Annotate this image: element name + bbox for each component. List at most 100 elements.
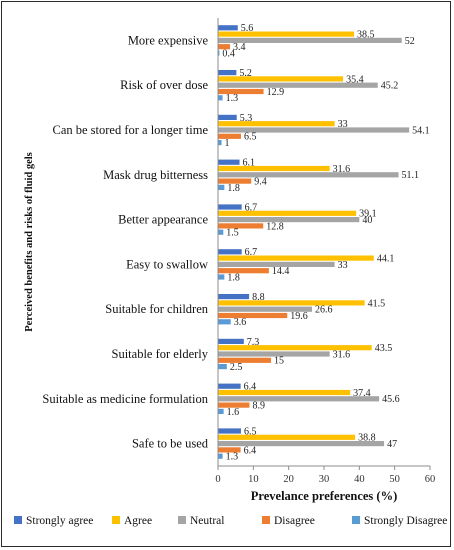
x-tick-label: 40 bbox=[354, 474, 365, 485]
bar-strongly-disagree bbox=[218, 184, 225, 190]
data-label: 45.2 bbox=[381, 81, 399, 92]
data-label: 6.1 bbox=[243, 158, 256, 169]
data-label: 8.8 bbox=[252, 292, 264, 303]
legend-swatch bbox=[262, 516, 270, 524]
bar-agree bbox=[218, 345, 372, 351]
bar-strongly-agree bbox=[218, 294, 250, 300]
category-label: More expensive bbox=[128, 33, 209, 47]
data-label: 12.8 bbox=[266, 221, 284, 232]
bar-neutral bbox=[218, 127, 410, 133]
data-label: 5.6 bbox=[241, 23, 254, 34]
legend: Strongly agree Agree Neutral Disagree Strong… bbox=[14, 515, 447, 527]
y-axis-label: Perceived benefits and risks of fluid ge… bbox=[24, 152, 35, 331]
data-label: 26.6 bbox=[315, 305, 333, 316]
bar-strongly-disagree bbox=[218, 229, 224, 235]
bar-agree bbox=[218, 121, 335, 127]
bar-disagree bbox=[218, 402, 250, 408]
bar-disagree bbox=[218, 223, 264, 229]
bar-neutral bbox=[218, 396, 380, 402]
data-label: 33 bbox=[338, 119, 348, 130]
data-label: 8.9 bbox=[252, 401, 264, 412]
data-label: 3.6 bbox=[234, 317, 247, 328]
legend-label: Agree bbox=[124, 515, 152, 527]
data-label: 1.3 bbox=[226, 93, 239, 104]
legend-label: Disagree bbox=[274, 515, 315, 527]
x-tick-label: 60 bbox=[425, 474, 436, 485]
data-label: 6.7 bbox=[245, 247, 258, 258]
bar-strongly-disagree bbox=[218, 274, 225, 280]
data-label: 31.6 bbox=[333, 164, 351, 175]
legend-label: Neutral bbox=[190, 515, 224, 527]
x-tick-label: 0 bbox=[215, 474, 220, 485]
bar-strongly-agree bbox=[218, 159, 240, 165]
bar-strongly-agree bbox=[218, 25, 238, 31]
x-tick-label: 50 bbox=[389, 474, 400, 485]
legend-swatch bbox=[14, 516, 22, 524]
data-label: 1.6 bbox=[227, 407, 240, 418]
bar-neutral bbox=[218, 82, 378, 88]
data-label: 52 bbox=[405, 36, 415, 47]
bar-agree bbox=[218, 31, 355, 37]
bar-strongly-agree bbox=[218, 204, 242, 210]
data-label: 6.5 bbox=[244, 132, 257, 143]
data-label: 35.4 bbox=[346, 74, 364, 85]
category-labels-group: More expensive Risk of over dose Can be st… bbox=[42, 33, 208, 450]
data-label: 54.1 bbox=[412, 125, 430, 136]
legend-swatch bbox=[178, 516, 186, 524]
bar-strongly-agree bbox=[218, 383, 241, 389]
category-label: Mask drug bitterness bbox=[103, 168, 208, 182]
bar-strongly-disagree bbox=[218, 140, 222, 146]
data-label: 6.7 bbox=[245, 202, 258, 213]
data-label: 6.5 bbox=[244, 426, 257, 437]
data-label: 1.3 bbox=[226, 452, 239, 463]
bar-neutral bbox=[218, 306, 312, 312]
data-label: 3.4 bbox=[233, 42, 246, 53]
bar-neutral bbox=[218, 441, 385, 447]
bar-agree bbox=[218, 434, 356, 440]
bar-strongly-agree bbox=[218, 70, 237, 76]
bar-strongly-disagree bbox=[218, 50, 220, 56]
data-label: 14.4 bbox=[272, 266, 290, 277]
bar-agree bbox=[218, 165, 330, 172]
bar-strongly-agree bbox=[218, 428, 241, 434]
bar-agree bbox=[218, 389, 351, 396]
category-label: Safe to be used bbox=[132, 437, 209, 451]
data-label: 2.5 bbox=[230, 362, 243, 373]
data-label: 47 bbox=[387, 439, 397, 450]
category-label: Easy to swallow bbox=[126, 257, 208, 271]
data-label: 15 bbox=[274, 356, 284, 367]
data-label: 1 bbox=[225, 138, 230, 149]
bar-disagree bbox=[218, 88, 264, 95]
category-label: Suitable for elderly bbox=[112, 347, 209, 361]
data-label: 5.3 bbox=[240, 113, 253, 124]
data-label: 1.8 bbox=[227, 183, 240, 194]
data-label: 6.4 bbox=[244, 382, 257, 393]
data-label: 5.2 bbox=[239, 68, 252, 79]
bar-agree bbox=[218, 255, 374, 261]
bar-strongly-agree bbox=[218, 114, 237, 120]
data-label: 1.8 bbox=[227, 272, 240, 283]
bar-neutral bbox=[218, 217, 360, 223]
bar-disagree bbox=[218, 268, 269, 274]
data-label: 9.4 bbox=[254, 177, 266, 188]
data-label: 43.5 bbox=[375, 343, 393, 354]
data-label: 37.4 bbox=[353, 388, 371, 399]
bar-agree bbox=[218, 76, 344, 82]
bar-neutral bbox=[218, 37, 402, 43]
legend-label: Strongly agree bbox=[26, 515, 93, 527]
x-tick-label: 10 bbox=[248, 474, 259, 485]
data-label: 7.3 bbox=[247, 337, 260, 348]
data-label: 39.1 bbox=[359, 209, 377, 220]
bar-strongly-disagree bbox=[218, 364, 227, 370]
legend-label: Strongly Disagree bbox=[364, 515, 447, 527]
data-label: 12.9 bbox=[267, 87, 285, 98]
data-label: 31.6 bbox=[333, 349, 351, 360]
bar-neutral bbox=[218, 351, 330, 357]
data-label: 45.6 bbox=[382, 394, 400, 405]
category-label: Can be stored for a longer time bbox=[52, 123, 208, 137]
bar-disagree bbox=[218, 44, 231, 50]
category-label: Better appearance bbox=[118, 213, 208, 227]
bar-agree bbox=[218, 300, 365, 306]
x-axis-label: Prevelance preferences (%) bbox=[251, 489, 397, 503]
